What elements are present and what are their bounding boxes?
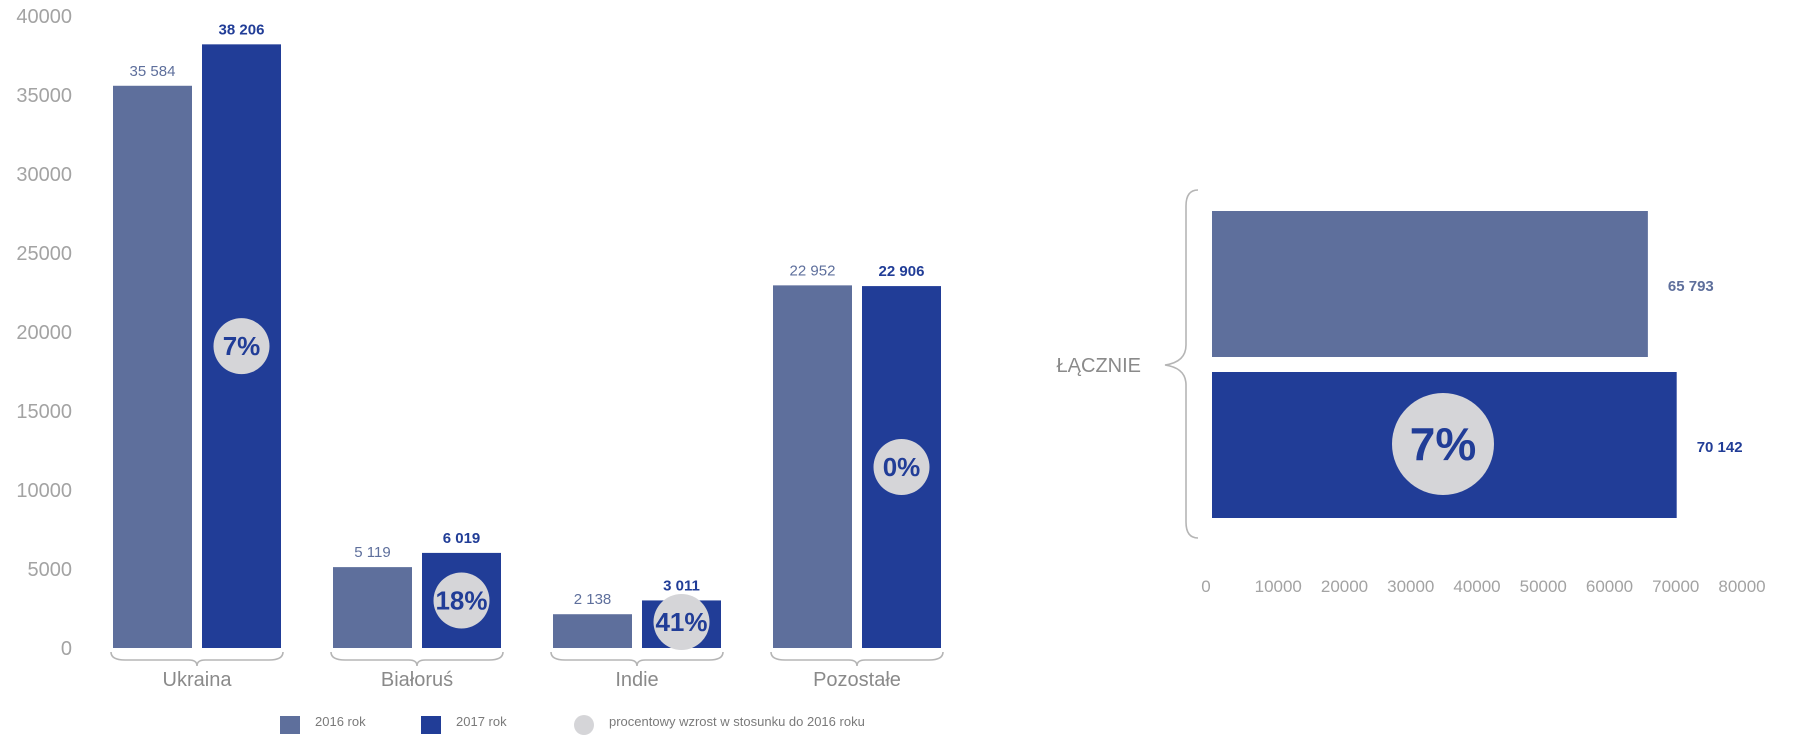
growth-label: 41%: [655, 607, 707, 637]
data-label-2016: 35 584: [130, 63, 176, 80]
legend-swatch-2016: [280, 716, 300, 734]
legend-label-2017: 2017 rok: [456, 714, 507, 729]
growth-label: 0%: [883, 452, 921, 482]
bar-2016: [773, 285, 852, 648]
hbar-2016: [1212, 211, 1648, 357]
category-brace: [330, 651, 504, 667]
category-label: Pozostałe: [813, 669, 901, 691]
growth-circle: [653, 594, 710, 650]
legend-swatch-growth: [574, 715, 594, 735]
x-tick-label: 80000: [1718, 577, 1765, 596]
data-label-2017: 6 019: [443, 530, 481, 547]
x-tick-label: 10000: [1255, 577, 1302, 596]
growth-circle: [213, 318, 270, 375]
y-tick-label: 0: [61, 638, 72, 660]
y-tick-label: 20000: [16, 322, 72, 344]
y-tick-label: 40000: [16, 6, 72, 28]
x-tick-label: 30000: [1387, 577, 1434, 596]
data-label-2016: 5 119: [354, 544, 390, 561]
x-tick-label: 0: [1201, 577, 1210, 596]
category-brace: [110, 651, 284, 667]
x-tick-label: 40000: [1453, 577, 1500, 596]
growth-circle: [1392, 393, 1494, 495]
category-brace: [770, 651, 944, 667]
bar-2016: [113, 85, 192, 648]
y-tick-label: 35000: [16, 85, 72, 107]
data-label-2016: 22 952: [790, 262, 836, 279]
data-label-2016: 2 138: [574, 591, 612, 608]
growth-label: 7%: [223, 331, 261, 361]
category-label: ŁĄCZNIE: [1057, 355, 1141, 377]
legend-label-2016: 2016 rok: [315, 714, 366, 729]
growth-circle: [873, 439, 930, 496]
x-tick-label: 60000: [1586, 577, 1633, 596]
legend-label-growth: procentowy wzrost w stosunku do 2016 rok…: [609, 714, 865, 729]
y-tick-label: 10000: [16, 480, 72, 502]
bar-2016: [333, 567, 412, 648]
category-label: Białoruś: [381, 669, 453, 691]
data-label-2017: 38 206: [219, 21, 265, 38]
category-label: Indie: [615, 669, 658, 691]
y-tick-label: 15000: [16, 401, 72, 423]
hdata-label-2016: 65 793: [1668, 278, 1714, 295]
x-tick-label: 70000: [1652, 577, 1699, 596]
data-label-2017: 3 011: [663, 577, 700, 594]
category-brace: [550, 651, 724, 667]
bar-2016: [553, 614, 632, 648]
y-tick-label: 5000: [28, 559, 73, 581]
category-brace: [1164, 189, 1199, 539]
growth-label: 18%: [435, 585, 487, 615]
hdata-label-2017: 70 142: [1697, 439, 1743, 456]
data-label-2017: 22 906: [879, 263, 925, 280]
y-tick-label: 25000: [16, 243, 72, 265]
legend-swatch-2017: [421, 716, 441, 734]
x-tick-label: 20000: [1321, 577, 1368, 596]
growth-label: 7%: [1410, 418, 1476, 470]
growth-circle: [433, 572, 490, 629]
category-label: Ukraina: [163, 669, 233, 691]
y-tick-label: 30000: [16, 164, 72, 186]
x-tick-label: 50000: [1520, 577, 1567, 596]
